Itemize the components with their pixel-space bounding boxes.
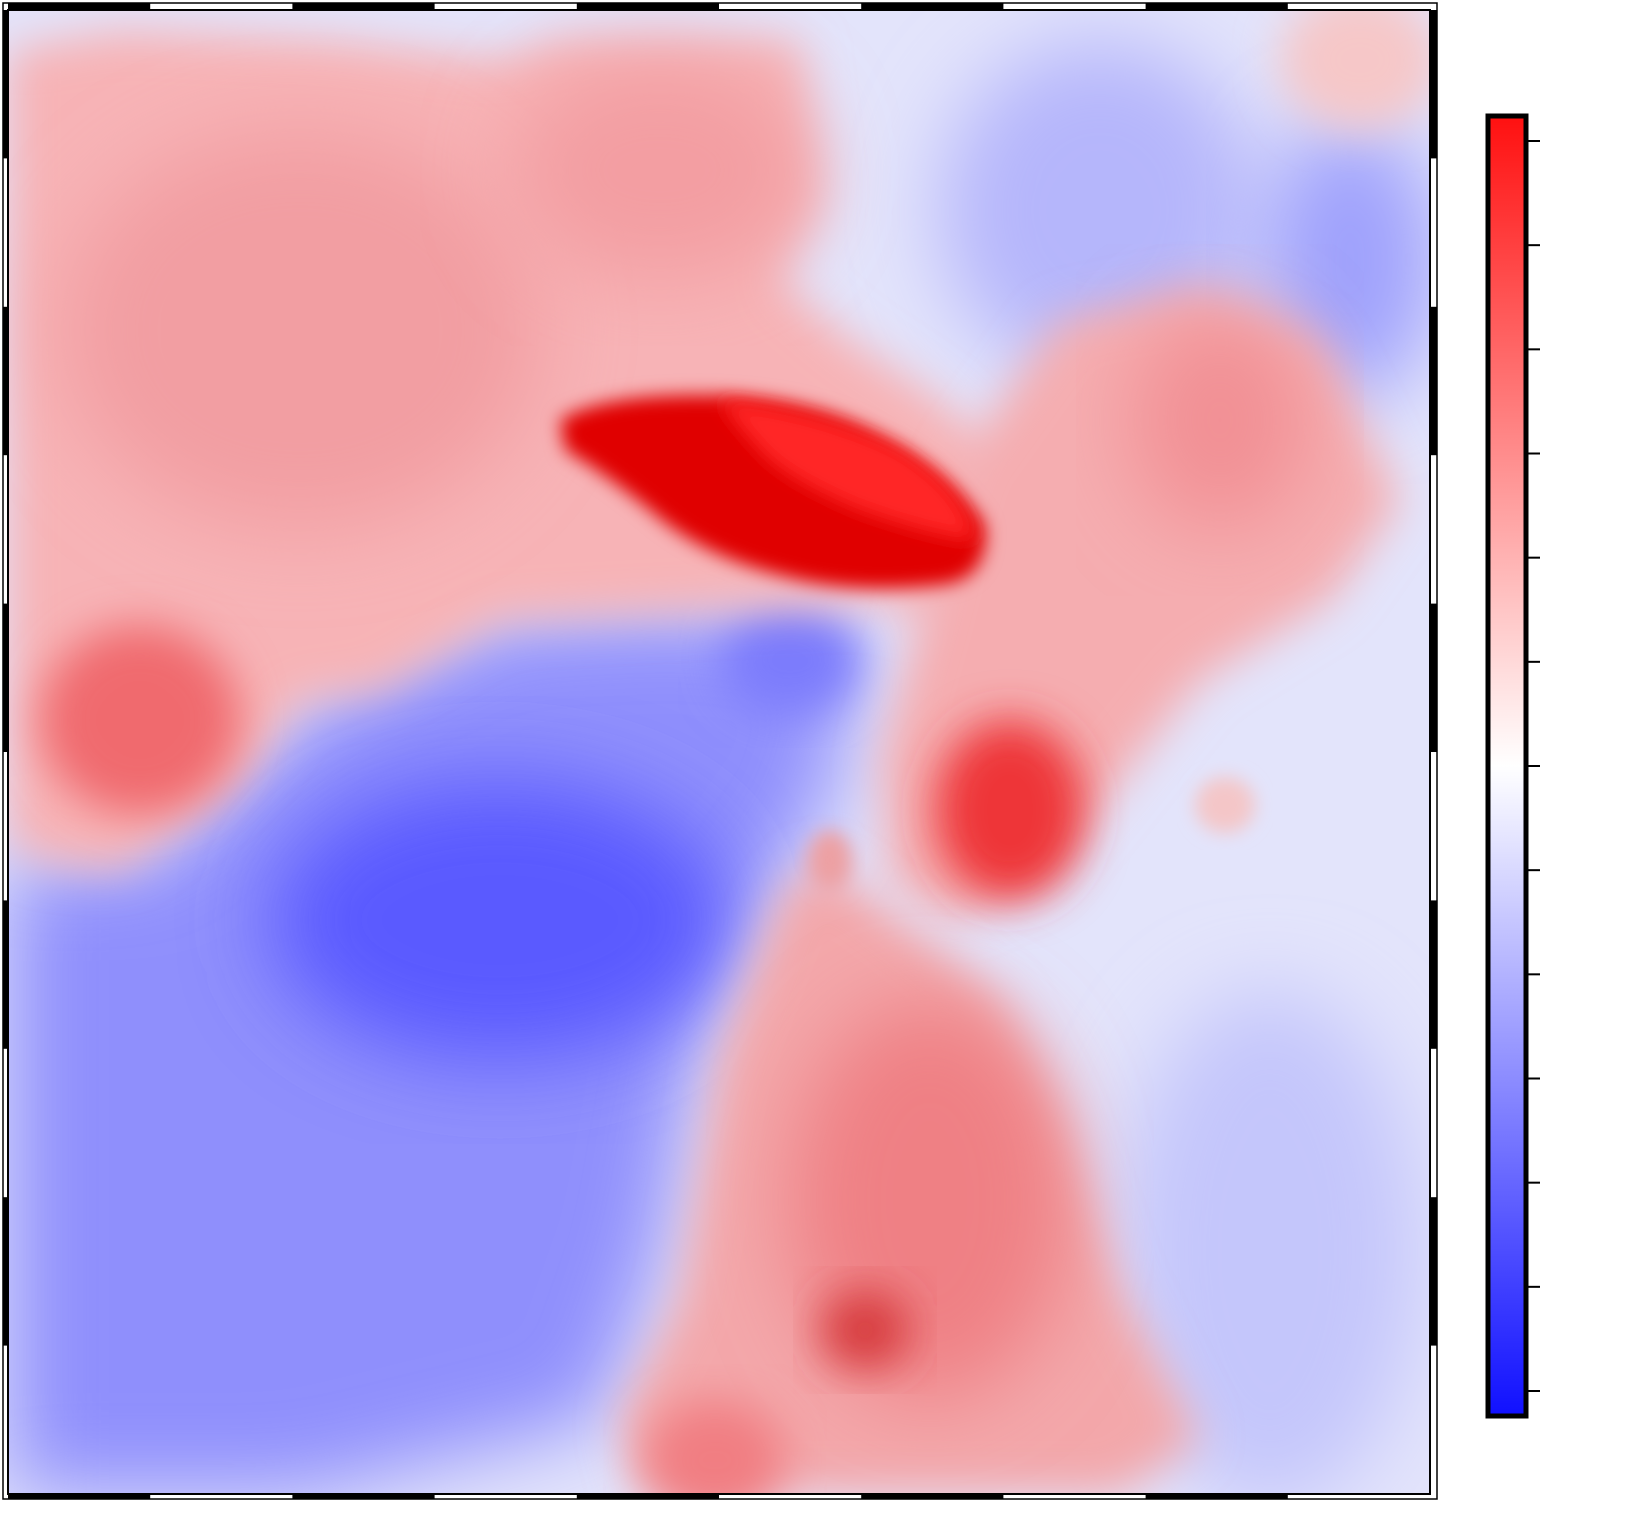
northwest-high-inner <box>60 130 540 530</box>
small-high-spot <box>1195 777 1255 833</box>
east-edge-low <box>1260 120 1430 400</box>
southeast-low <box>1120 990 1420 1494</box>
southwest-low-core <box>270 780 730 1060</box>
frame-segment-bottom <box>292 1494 435 1499</box>
frame-segment-bottom <box>861 1494 1004 1499</box>
west-high-core <box>40 625 240 815</box>
frame-segment-left <box>3 603 8 752</box>
frame-segment-bottom <box>1145 1494 1288 1499</box>
east-high-core <box>935 720 1085 900</box>
frame-segment-top <box>861 3 1004 10</box>
small-high-spot-2 <box>808 830 852 890</box>
colorbar <box>1485 113 1540 1419</box>
north-high-inner <box>510 60 810 280</box>
colorbar-gradient <box>1485 113 1529 1419</box>
colorbar-tick-marks <box>1526 140 1540 1392</box>
frame-segment-right <box>1430 1197 1437 1346</box>
high-red-regions <box>8 10 1430 1494</box>
frame-segment-top <box>1145 3 1288 10</box>
east-high-inner <box>1130 310 1310 530</box>
frame-segment-right <box>1430 603 1437 752</box>
frame-segment-bottom <box>8 1494 151 1499</box>
frame-segment-right <box>1430 306 1437 456</box>
frame-segment-top <box>576 3 719 10</box>
central-high-highlight <box>720 400 975 540</box>
low-blue-regions <box>8 40 1430 1494</box>
frame-segment-left <box>3 10 8 159</box>
frame-segment-left <box>3 1197 8 1346</box>
frame-segment-bottom <box>576 1494 719 1499</box>
frame-segment-right <box>1430 10 1437 159</box>
frame-segment-right <box>1430 900 1437 1049</box>
frame-segment-top <box>292 3 435 10</box>
frame-segment-left <box>3 306 8 456</box>
south-high-core <box>820 1290 910 1370</box>
heatmap-field <box>8 10 1430 1494</box>
map-frame <box>2 2 1438 1500</box>
maximum-core <box>560 395 986 589</box>
low-core-small <box>720 605 860 715</box>
northeast-corner-high <box>1280 10 1430 130</box>
frame-checkerboard <box>3 3 1437 1499</box>
southwest-high-small <box>645 1400 785 1494</box>
frame-segment-left <box>3 900 8 1049</box>
frame-segment-top <box>8 3 151 10</box>
